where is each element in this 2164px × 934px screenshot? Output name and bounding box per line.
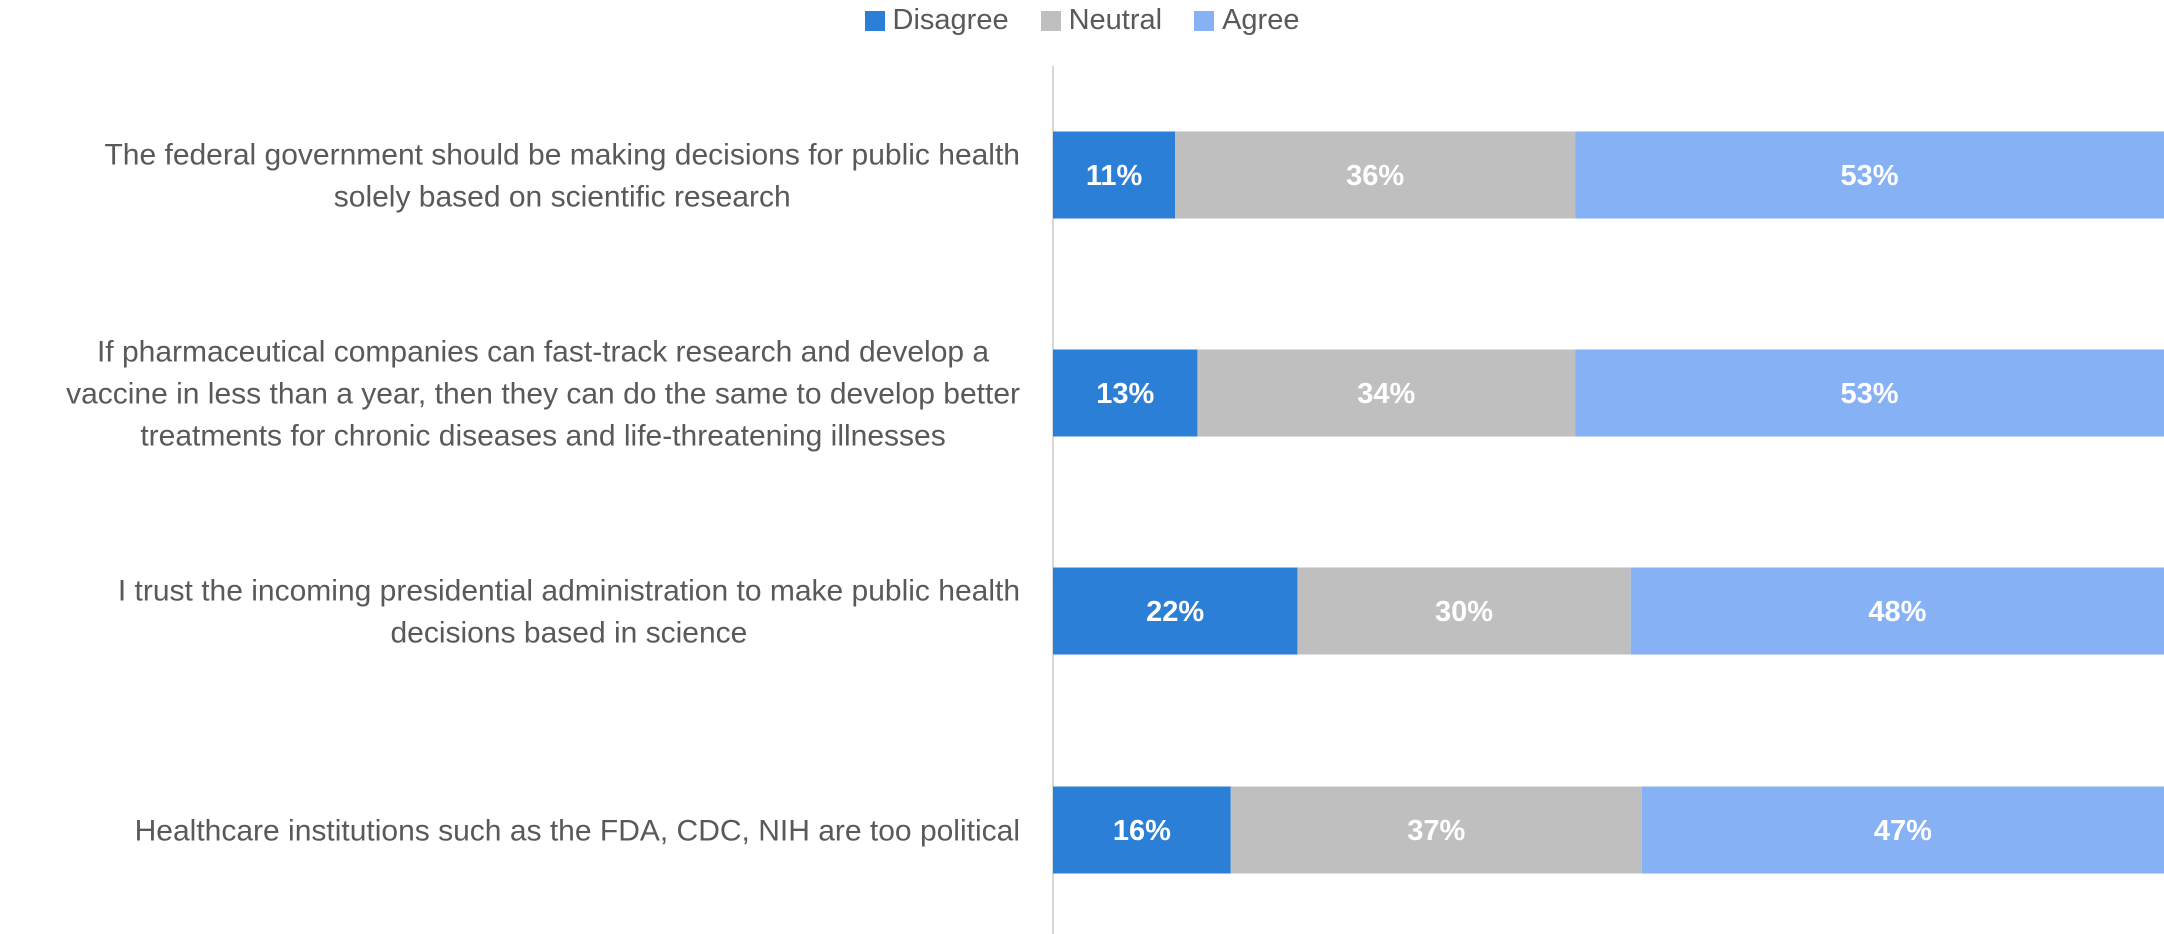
category-labels: The federal government should be making … [66, 139, 1020, 848]
bar-agree [1630, 567, 2164, 655]
legend-swatch-disagree [864, 10, 885, 31]
data-label-agree: 53% [1841, 378, 1899, 410]
data-label-disagree: 11% [1086, 160, 1143, 192]
data-label-neutral: 34% [1357, 378, 1415, 410]
category-label-line: treatments for chronic diseases and life… [140, 420, 945, 453]
bar-agree [1575, 131, 2164, 219]
legend-swatch-neutral [1040, 10, 1061, 31]
data-label-disagree: 22% [1146, 596, 1204, 628]
legend: Disagree Neutral Agree [0, 4, 2164, 37]
category-label: If pharmaceutical companies can fast-tra… [66, 336, 1020, 453]
bar-disagree [1053, 349, 1198, 437]
legend-label-neutral: Neutral [1068, 4, 1163, 36]
legend-item-disagree: Disagree [864, 4, 1009, 37]
category-label: Healthcare institutions such as the FDA,… [135, 815, 1020, 848]
bar-agree [1641, 786, 2164, 874]
category-label: I trust the incoming presidential admini… [118, 575, 1020, 650]
bar-agree [1575, 349, 2164, 437]
category-label-line: I trust the incoming presidential admini… [118, 575, 1020, 608]
legend-label-disagree: Disagree [892, 4, 1009, 36]
data-label-disagree: 13% [1096, 378, 1154, 410]
bar-disagree [1053, 131, 1176, 219]
data-label-agree: 53% [1841, 160, 1899, 192]
category-label-line: The federal government should be making … [104, 139, 1020, 172]
legend-label-agree: Agree [1222, 4, 1300, 36]
data-label-neutral: 36% [1346, 160, 1404, 192]
data-label-disagree: 16% [1113, 815, 1171, 847]
category-label-line: decisions based in science [390, 617, 747, 650]
legend-item-neutral: Neutral [1040, 4, 1163, 37]
data-label-agree: 47% [1874, 815, 1932, 847]
data-label-neutral: 37% [1407, 815, 1465, 847]
category-label-line: If pharmaceutical companies can fast-tra… [97, 336, 989, 369]
bar-neutral [1175, 131, 1576, 219]
bar-neutral [1230, 786, 1642, 874]
bar-neutral [1197, 349, 1576, 437]
category-label-line: solely based on scientific research [334, 181, 791, 214]
category-label: The federal government should be making … [104, 139, 1020, 214]
bar-disagree [1053, 567, 1298, 655]
category-label-line: vaccine in less than a year, then they c… [66, 378, 1020, 411]
category-label-line: Healthcare institutions such as the FDA,… [135, 815, 1020, 848]
legend-item-agree: Agree [1194, 4, 1299, 37]
legend-swatch-agree [1194, 10, 1215, 31]
bar-neutral [1297, 567, 1631, 655]
data-label-agree: 48% [1868, 596, 1926, 628]
bar-disagree [1053, 786, 1231, 874]
data-label-neutral: 30% [1435, 596, 1493, 628]
bars: 11% 36% 53% 13% 34% 53% 22% 30% 48% 16% 37% 47% [1053, 131, 2164, 874]
